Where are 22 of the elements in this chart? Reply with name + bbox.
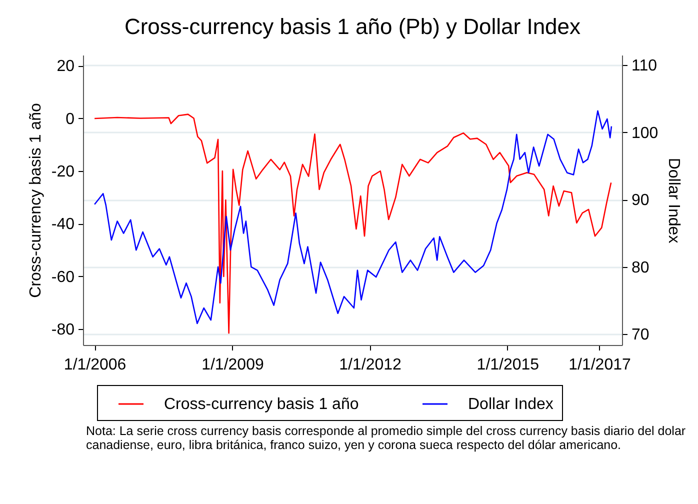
y-tick-label: -40 [51, 216, 75, 234]
y-tick-label: -80 [51, 322, 75, 339]
y2-tick-label: 100 [632, 124, 658, 142]
y-tick-label: -20 [51, 164, 75, 180]
y-tick-label: -60 [51, 268, 75, 286]
y2-tick-label: 90 [632, 192, 650, 210]
y2-tick-label: 110 [632, 58, 658, 75]
x-tick-label: 1/1/2015 [476, 356, 540, 374]
y-axis-title: Cross-currency basis 1 año [27, 103, 44, 298]
y2-tick-label: 70 [632, 326, 650, 344]
text: Nota: La serie cross currency basis corresponde al promedio simple del cross currency basis diario del dolar canadiense, euro, libra británica, franco suizo, yen y corona sueca respecto del dólar americano. [86, 424, 686, 452]
chart-title: Cross-currency basis 1 año (Pb) y Dollar Index [124, 14, 581, 39]
y2-tick-label: 80 [632, 259, 650, 276]
x-tick-label: 1/1/2017 [568, 356, 632, 374]
legend-label: Cross-currency basis 1 año [164, 396, 359, 413]
y2-axis-title: Dollar Index [665, 158, 682, 244]
y-tick-label: 0 [66, 110, 75, 128]
y-tick-label: 20 [56, 58, 75, 76]
x-tick-label: 1/1/2006 [64, 356, 126, 374]
x-tick-label: 1/1/2009 [202, 356, 264, 374]
x-tick-label: 1/1/2012 [339, 356, 402, 374]
legend-label: Dollar Index [468, 396, 554, 413]
